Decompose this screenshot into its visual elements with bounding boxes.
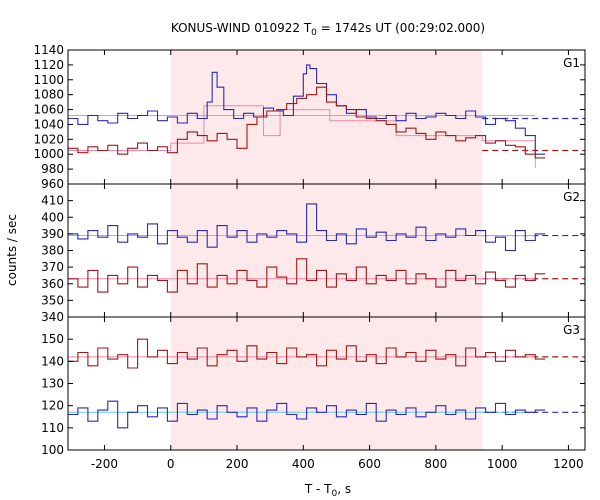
- x-axis-label-main: T - T: [304, 482, 332, 496]
- panel-G2-ytick-label-400: 400: [41, 210, 64, 224]
- y-axis-label: counts / sec: [5, 214, 19, 286]
- x-tick-label-1000: 1000: [487, 457, 518, 471]
- panel-G3-ytick-label-100: 100: [41, 443, 64, 457]
- x-tick-label-200: 200: [226, 457, 249, 471]
- panel-G1-label: G1: [563, 56, 580, 70]
- panel-G1-ytick-label-960: 960: [41, 177, 64, 191]
- plot-area: 96098010001020104010601080110011201140G1…: [33, 43, 586, 471]
- panel-G1-series-blue: [68, 64, 546, 155]
- panel-G3-ytick-label-140: 140: [41, 354, 64, 368]
- panel-G1-series-red: [68, 86, 546, 159]
- x-tick-label-800: 800: [424, 457, 447, 471]
- panel-G3-ytick-label-130: 130: [41, 377, 64, 391]
- x-axis-label-subscript: 0: [332, 489, 338, 499]
- panel-G1-ytick-label-1060: 1060: [33, 103, 64, 117]
- panel-G2-series-blue: [68, 203, 546, 252]
- chart-title-subscript: 0: [311, 28, 317, 38]
- panel-G1-ytick-label-980: 980: [41, 162, 64, 176]
- panel-G2-ytick-label-380: 380: [41, 244, 64, 258]
- panel-G2-series-red: [68, 258, 546, 293]
- panel-G3-ytick-label-110: 110: [41, 421, 64, 435]
- panel-G2-ytick-label-370: 370: [41, 260, 64, 274]
- panel-G1-ytick-label-1080: 1080: [33, 88, 64, 102]
- x-tick-label-600: 600: [358, 457, 381, 471]
- x-axis-label-rest: , s: [337, 482, 351, 496]
- panel-G1-ytick-label-1100: 1100: [33, 73, 64, 87]
- panel-G1-ytick-label-1000: 1000: [33, 147, 64, 161]
- panel-G3-ytick-label-150: 150: [41, 332, 64, 346]
- chart-title-rest: = 1742s UT (00:29:02.000): [317, 21, 485, 35]
- chart-title-main: KONUS-WIND 010922 T: [171, 21, 312, 35]
- panel-G2-label: G2: [563, 190, 580, 204]
- panel-G2-ytick-label-390: 390: [41, 227, 64, 241]
- panel-G2-ytick-label-360: 360: [41, 277, 64, 291]
- chart-title: KONUS-WIND 010922 T0 = 1742s UT (00:29:0…: [171, 21, 485, 38]
- panel-G1-ytick-label-1020: 1020: [33, 132, 64, 146]
- x-axis-label: T - T0, s: [304, 482, 351, 499]
- panel-G3-series-blue: [68, 400, 546, 429]
- panel-G3-label: G3: [563, 323, 580, 337]
- x-tick-label-1200: 1200: [553, 457, 584, 471]
- panel-G2-ytick-label-410: 410: [41, 194, 64, 208]
- panel-G2-ytick-label-350: 350: [41, 293, 64, 307]
- x-tick-label-0: 0: [167, 457, 175, 471]
- panel-G3-ytick-label-120: 120: [41, 399, 64, 413]
- panel-G1-ytick-label-1120: 1120: [33, 58, 64, 72]
- panel-G1-ytick-label-1040: 1040: [33, 117, 64, 131]
- panel-G3-series-red: [68, 338, 546, 369]
- x-tick-label-400: 400: [292, 457, 315, 471]
- x-tick-label--200: -200: [91, 457, 118, 471]
- panel-G1-ytick-label-1140: 1140: [33, 43, 64, 57]
- panel-G2-ytick-label-340: 340: [41, 310, 64, 324]
